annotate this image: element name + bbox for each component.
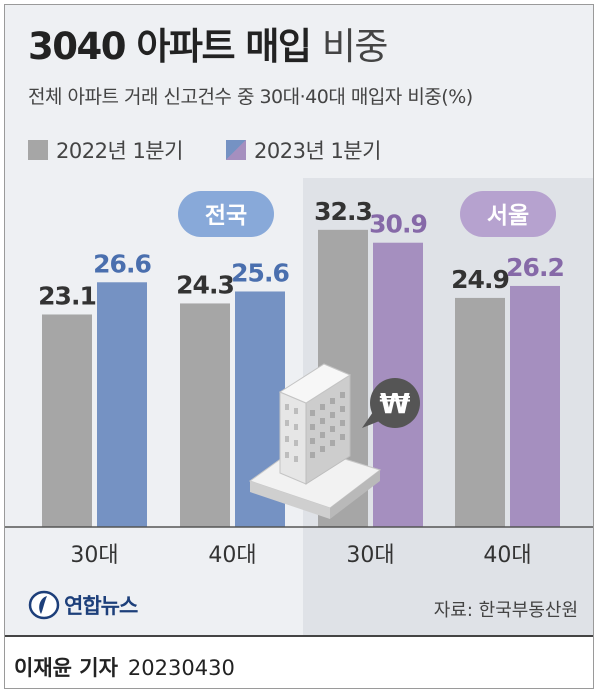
legend-label-2022: 2022년 1분기: [56, 139, 183, 163]
badge-national: 전국: [178, 191, 274, 237]
badge-national-pill: [178, 191, 274, 237]
legend-label-2023: 2023년 1분기: [254, 139, 381, 163]
legend-item-2023: 2023년 1분기: [226, 138, 381, 163]
data-label-national-30대-2023: 26.6: [93, 249, 151, 278]
yonhap-logo: 연합뉴스: [28, 588, 138, 622]
data-label-national-40대-2022: 24.3: [176, 270, 234, 299]
chart-title: 3040 아파트 매입 비중: [28, 16, 389, 70]
won-bubble-icon: ₩: [362, 378, 420, 428]
data-label-national-40대-2023: 25.6: [231, 258, 289, 287]
legend-swatch-blue-purple: [226, 140, 246, 160]
footer-divider: [5, 635, 593, 637]
data-label-seoul-40대-2023: 26.2: [506, 253, 564, 282]
yonhap-logo-text: 연합뉴스: [64, 594, 138, 618]
category-label-seoul-30대: 30대: [346, 543, 394, 568]
bar-seoul-40대-2023: [510, 285, 560, 527]
title-light: 비중: [321, 25, 389, 68]
bar-national-30대-2022: [42, 314, 92, 527]
source-note: 자료: 한국부동산원: [433, 600, 578, 621]
data-label-seoul-30대-2023: 30.9: [369, 210, 427, 239]
bar-national-40대-2022: [180, 303, 230, 527]
badge-seoul-label: 서울: [487, 203, 529, 229]
badge-seoul: 서울: [460, 191, 556, 237]
byline: 이재윤 기자 20230430: [14, 652, 235, 682]
title-bold: 3040 아파트 매입: [28, 25, 312, 68]
category-label-national-40대: 40대: [208, 543, 256, 568]
legend-item-2022: 2022년 1분기: [28, 138, 183, 163]
data-label-seoul-40대-2022: 24.9: [451, 265, 509, 294]
chart-subtitle: 전체 아파트 거래 신고건수 중 30대·40대 매입자 비중(%): [28, 86, 473, 108]
reporter-name: 이재윤 기자: [14, 656, 118, 680]
bar-national-30대-2023: [97, 282, 147, 527]
data-label-seoul-30대-2022: 32.3: [314, 197, 372, 226]
badge-seoul-pill: [460, 191, 556, 237]
legend-swatch-gray: [28, 140, 48, 160]
category-label-national-30대: 30대: [70, 543, 118, 568]
data-label-national-30대-2022: 23.1: [38, 281, 96, 310]
bar-seoul-40대-2022: [455, 297, 505, 527]
building-icon: [248, 363, 382, 519]
publish-date: 20230430: [127, 656, 235, 680]
category-label-seoul-40대: 40대: [483, 543, 531, 568]
yonhap-logo-icon: [28, 590, 60, 620]
badge-national-label: 전국: [205, 203, 247, 229]
frame: [4, 4, 594, 689]
won-symbol: ₩: [380, 387, 411, 420]
